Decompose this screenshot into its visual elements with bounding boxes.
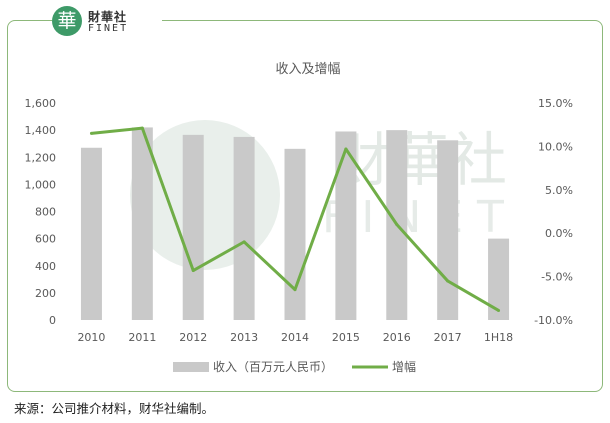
legend-label-revenue: 收入（百万元人民币）: [213, 360, 333, 374]
legend: 收入（百万元人民币） 增幅: [173, 359, 416, 374]
logo: 華 財華社 FINET: [52, 4, 162, 38]
left-tick-label: 1,400: [25, 124, 57, 137]
left-tick-label: 1,200: [25, 151, 57, 164]
bar-2012: [182, 134, 204, 320]
logo-badge: 華: [52, 6, 82, 36]
bar-2010: [80, 147, 102, 320]
x-tick-label: 1H18: [484, 331, 513, 344]
growth-point-2012: [191, 269, 195, 273]
growth-point-2014: [293, 288, 297, 292]
bar-2013: [233, 136, 255, 320]
left-tick-label: 1,000: [25, 178, 57, 191]
left-tick-label: 1,600: [25, 97, 57, 110]
growth-point-2011: [140, 126, 144, 130]
left-tick-label: 200: [35, 287, 56, 300]
bar-2014: [284, 148, 306, 320]
right-tick-label: -10.0%: [534, 314, 573, 327]
watermark-cn: 財華社: [333, 126, 507, 194]
logo-name-cn: 財華社: [88, 10, 128, 24]
x-tick-label: 2017: [434, 331, 462, 344]
right-tick-label: 10.0%: [538, 140, 573, 153]
source-note: 来源：公司推介材料，财华社编制。: [14, 401, 215, 416]
growth-point-2016: [395, 223, 399, 227]
x-tick-label: 2013: [230, 331, 258, 344]
x-tick-label: 2016: [383, 331, 411, 344]
left-tick-label: 800: [35, 206, 56, 219]
x-tick-label: 2015: [332, 331, 360, 344]
logo-name-en: FINET: [88, 23, 129, 34]
growth-point-2017: [446, 279, 450, 283]
left-tick-label: 0: [49, 314, 56, 327]
chart-title: 收入及增幅: [275, 62, 340, 77]
x-tick-label: 2014: [281, 331, 309, 344]
legend-swatch-revenue: [173, 362, 209, 372]
x-tick-label: 2012: [179, 331, 207, 344]
growth-point-2010: [89, 131, 93, 135]
bar-2015: [335, 131, 357, 320]
growth-point-1H18: [497, 308, 501, 312]
right-tick-label: 0.0%: [545, 227, 573, 240]
x-tick-label: 2011: [128, 331, 156, 344]
x-tick-label: 2010: [77, 331, 105, 344]
left-tick-label: 400: [35, 260, 56, 273]
bar-1H18: [488, 238, 510, 320]
right-tick-label: 15.0%: [538, 97, 573, 110]
right-tick-label: -5.0%: [541, 271, 573, 284]
bar-2017: [437, 140, 459, 320]
left-tick-label: 600: [35, 233, 56, 246]
right-tick-label: 5.0%: [545, 184, 573, 197]
bar-2011: [131, 127, 153, 320]
legend-label-growth: 增幅: [392, 359, 416, 374]
growth-point-2015: [344, 147, 348, 151]
growth-point-2013: [242, 240, 246, 244]
